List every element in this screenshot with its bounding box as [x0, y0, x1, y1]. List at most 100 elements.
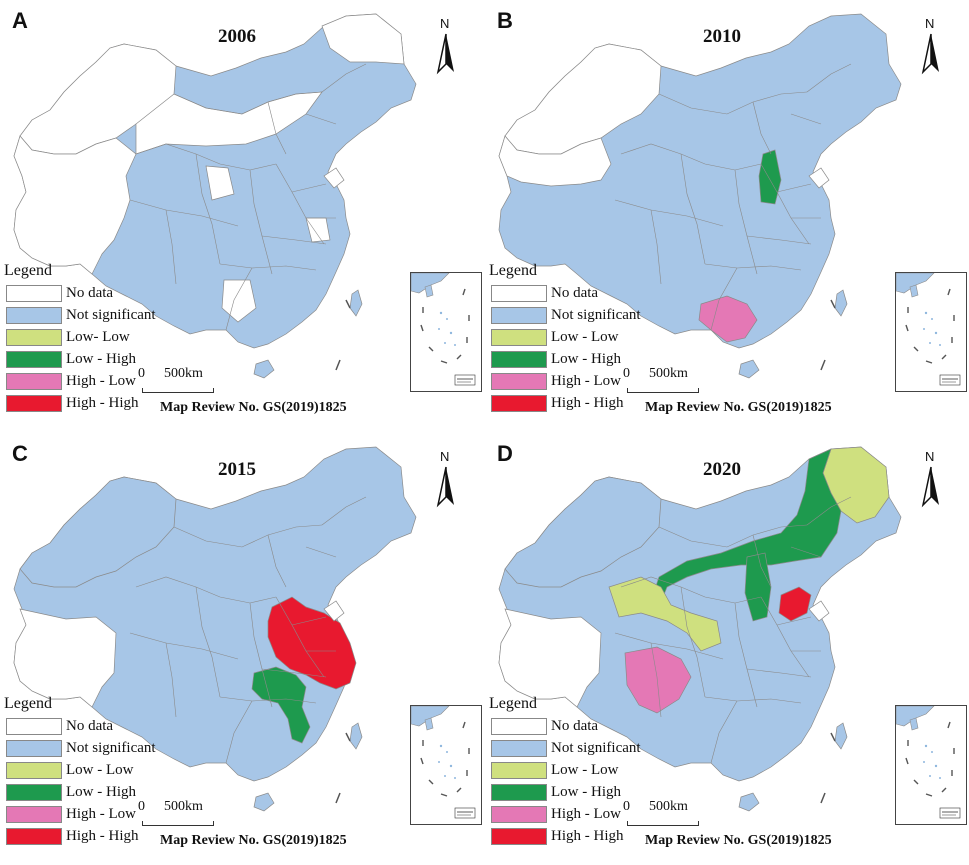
- scale-bar-line: [627, 821, 699, 826]
- legend-item: Low - Low: [491, 326, 665, 348]
- north-label: N: [925, 449, 935, 464]
- north-arrow-icon: [436, 466, 454, 508]
- legend-label: No data: [551, 284, 599, 301]
- north-arrow: N: [430, 16, 464, 82]
- legend-item: High - High: [6, 392, 180, 414]
- legend-swatch: [6, 394, 62, 412]
- map-panel-d: D 2020 N Legend No data Not significant Lo…: [485, 433, 969, 865]
- inset-map: [411, 706, 476, 819]
- scale-zero: 0: [138, 799, 145, 814]
- north-arrow: N: [430, 449, 464, 515]
- china-map: [498, 446, 902, 812]
- north-arrow-icon: [921, 466, 939, 508]
- legend-label: High - Low: [551, 805, 621, 822]
- legend-item: Not significant: [6, 737, 180, 759]
- north-arrow: N: [915, 449, 949, 515]
- legend-swatch: [6, 350, 62, 368]
- legend-item: Low - High: [6, 348, 180, 370]
- legend-swatch: [491, 350, 547, 368]
- scale-bar: 0 500km: [138, 799, 228, 829]
- legend-item: Low - High: [491, 348, 665, 370]
- scale-bar: 0 500km: [623, 799, 713, 829]
- legend: Legend No data Not significant Low - Low Lo…: [485, 695, 665, 847]
- china-map: [498, 13, 902, 379]
- legend-label: Not significant: [66, 739, 156, 756]
- legend-swatch: [491, 783, 547, 801]
- legend-label: High - High: [551, 827, 624, 844]
- scale-bar: 0 500km: [138, 366, 228, 396]
- legend-swatch: [6, 717, 62, 735]
- legend-item: No data: [6, 715, 180, 737]
- legend-swatch: [6, 783, 62, 801]
- panel-year: 2010: [703, 26, 741, 47]
- south-china-sea-inset: [895, 272, 967, 392]
- legend-label: Low - Low: [551, 761, 619, 778]
- legend-swatch: [491, 739, 547, 757]
- map-panel-a: A 2006 N Legend No data Not significant Lo…: [0, 0, 484, 432]
- legend-item: High - High: [6, 825, 180, 847]
- scale-zero: 0: [623, 366, 630, 381]
- north-label: N: [925, 16, 935, 31]
- north-arrow-icon: [921, 33, 939, 75]
- scale-bar-line: [627, 388, 699, 393]
- panel-letter: C: [12, 441, 28, 466]
- legend-swatch: [491, 761, 547, 779]
- legend-item: High - Low: [6, 803, 180, 825]
- legend-item: No data: [491, 282, 665, 304]
- legend-swatch: [6, 372, 62, 390]
- legend-swatch: [491, 372, 547, 390]
- scale-km: 500km: [649, 799, 688, 814]
- legend-item: Not significant: [491, 737, 665, 759]
- legend-title: Legend: [4, 262, 52, 279]
- china-map: [13, 446, 417, 812]
- scale-km: 500km: [164, 799, 203, 814]
- map-review-number: Map Review No. GS(2019)1825: [645, 400, 832, 415]
- north-label: N: [440, 449, 450, 464]
- legend-swatch: [6, 805, 62, 823]
- south-china-sea-inset: [410, 705, 482, 825]
- legend-title: Legend: [489, 695, 537, 712]
- legend-label: Low- Low: [66, 328, 130, 345]
- legend-label: High - Low: [551, 372, 621, 389]
- legend-swatch: [6, 306, 62, 324]
- legend-item: Not significant: [6, 304, 180, 326]
- legend-label: Low - High: [551, 783, 621, 800]
- legend-item: High - Low: [491, 370, 665, 392]
- legend-item: High - High: [491, 392, 665, 414]
- legend-item: Low - Low: [491, 759, 665, 781]
- north-arrow: N: [915, 16, 949, 82]
- legend-item: Low- Low: [6, 326, 180, 348]
- inset-map: [411, 273, 476, 386]
- map-panel-c: C 2015 N Legend No data Not significant Lo…: [0, 433, 484, 865]
- legend-swatch: [491, 805, 547, 823]
- legend-label: Low - Low: [66, 761, 134, 778]
- inset-map: [896, 706, 961, 819]
- legend-swatch: [6, 328, 62, 346]
- legend-title: Legend: [489, 262, 537, 279]
- legend-swatch: [6, 761, 62, 779]
- legend-item: High - High: [491, 825, 665, 847]
- scale-zero: 0: [138, 366, 145, 381]
- legend-swatch: [491, 717, 547, 735]
- legend-label: Low - Low: [551, 328, 619, 345]
- legend-label: High - Low: [66, 372, 136, 389]
- legend-item: Not significant: [491, 304, 665, 326]
- legend-swatch: [6, 739, 62, 757]
- legend-label: No data: [66, 717, 114, 734]
- panel-letter: A: [12, 8, 28, 33]
- inset-map: [896, 273, 961, 386]
- scale-bar-line: [142, 388, 214, 393]
- panel-year: 2006: [218, 26, 256, 47]
- legend-swatch: [491, 328, 547, 346]
- panel-letter: B: [497, 8, 513, 33]
- legend-label: Low - High: [551, 350, 621, 367]
- map-review-number: Map Review No. GS(2019)1825: [160, 400, 347, 415]
- map-review-number: Map Review No. GS(2019)1825: [645, 833, 832, 848]
- scale-bar-line: [142, 821, 214, 826]
- north-label: N: [440, 16, 450, 31]
- legend: Legend No data Not significant Low - Low Lo…: [485, 262, 665, 414]
- north-arrow-icon: [436, 33, 454, 75]
- legend-label: High - High: [66, 827, 139, 844]
- scale-km: 500km: [164, 366, 203, 381]
- scale-bar: 0 500km: [623, 366, 713, 396]
